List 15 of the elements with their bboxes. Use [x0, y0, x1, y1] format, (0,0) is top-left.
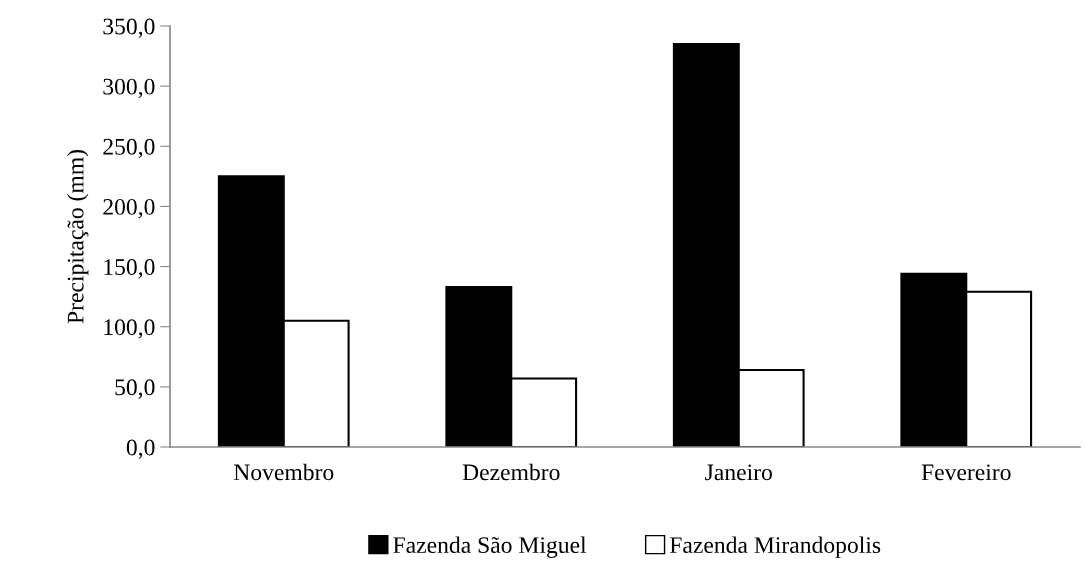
x-tick-label: Novembro	[233, 463, 334, 481]
legend-label: Fazenda São Miguel	[393, 536, 587, 558]
y-axis-title: Precipitação (mm)	[66, 150, 89, 324]
y-tick-label: 350,0	[103, 18, 155, 38]
x-tick-label: Janeiro	[705, 464, 772, 481]
y-tick-label: 300,0	[103, 78, 155, 98]
x-tick-label: Dezembro	[462, 463, 560, 481]
x-tick-label: Fevereiro	[921, 464, 1011, 481]
y-tick-label: 250,0	[103, 138, 155, 159]
y-tick-label: 0,0	[126, 439, 155, 459]
y-tick-label: 150,0	[104, 259, 155, 279]
y-tick-label: 50,0	[115, 379, 155, 399]
legend-label: Fazenda Mirandopolis	[669, 536, 881, 558]
y-tick-label: 100,0	[104, 319, 155, 339]
y-tick-label: 200,0	[103, 198, 155, 219]
